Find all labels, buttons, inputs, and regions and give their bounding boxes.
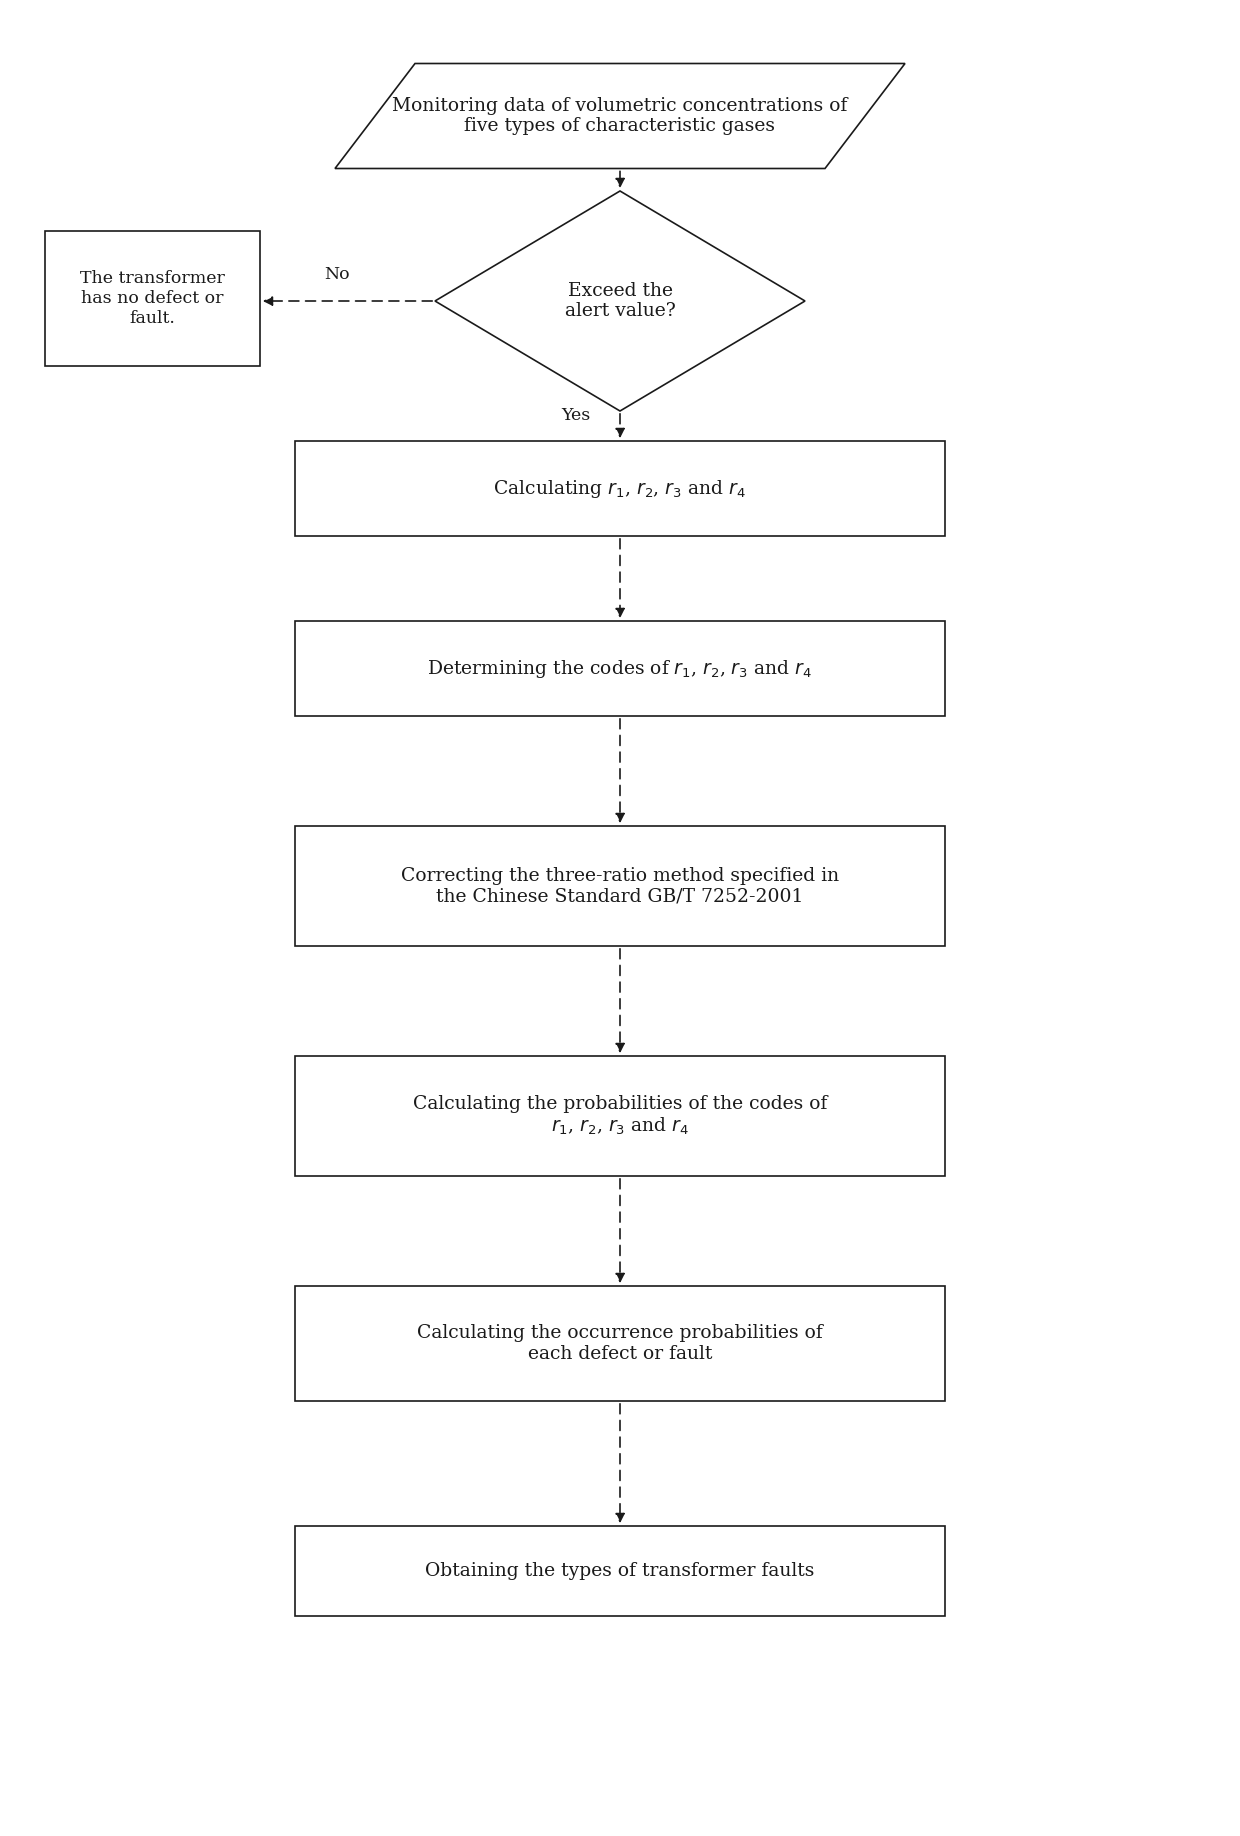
Text: Yes: Yes	[560, 408, 590, 424]
Bar	[295, 1526, 945, 1616]
Text: Obtaining the types of transformer faults: Obtaining the types of transformer fault…	[425, 1562, 815, 1581]
Bar	[295, 621, 945, 716]
Text: Determining the codes of $r_1$, $r_2$, $r_3$ and $r_4$: Determining the codes of $r_1$, $r_2$, $…	[428, 657, 812, 679]
Text: No: No	[325, 266, 351, 283]
Text: Calculating the probabilities of the codes of
$r_1$, $r_2$, $r_3$ and $r_4$: Calculating the probabilities of the cod…	[413, 1094, 827, 1136]
Text: The transformer
has no defect or
fault.: The transformer has no defect or fault.	[81, 270, 224, 327]
Polygon shape	[435, 191, 805, 411]
Text: Calculating the occurrence probabilities of
each defect or fault: Calculating the occurrence probabilities…	[417, 1324, 823, 1362]
Bar	[295, 826, 945, 946]
Bar	[45, 231, 260, 365]
Bar	[295, 1285, 945, 1401]
Bar	[295, 441, 945, 536]
Text: Correcting the three-ratio method specified in
the Chinese Standard GB/T 7252-20: Correcting the three-ratio method specif…	[401, 867, 839, 905]
Bar	[295, 1056, 945, 1177]
Text: Monitoring data of volumetric concentrations of
five types of characteristic gas: Monitoring data of volumetric concentrat…	[392, 97, 848, 136]
Text: Exceed the
alert value?: Exceed the alert value?	[564, 281, 676, 321]
Text: Calculating $r_1$, $r_2$, $r_3$ and $r_4$: Calculating $r_1$, $r_2$, $r_3$ and $r_4…	[494, 477, 746, 499]
Polygon shape	[335, 64, 905, 169]
